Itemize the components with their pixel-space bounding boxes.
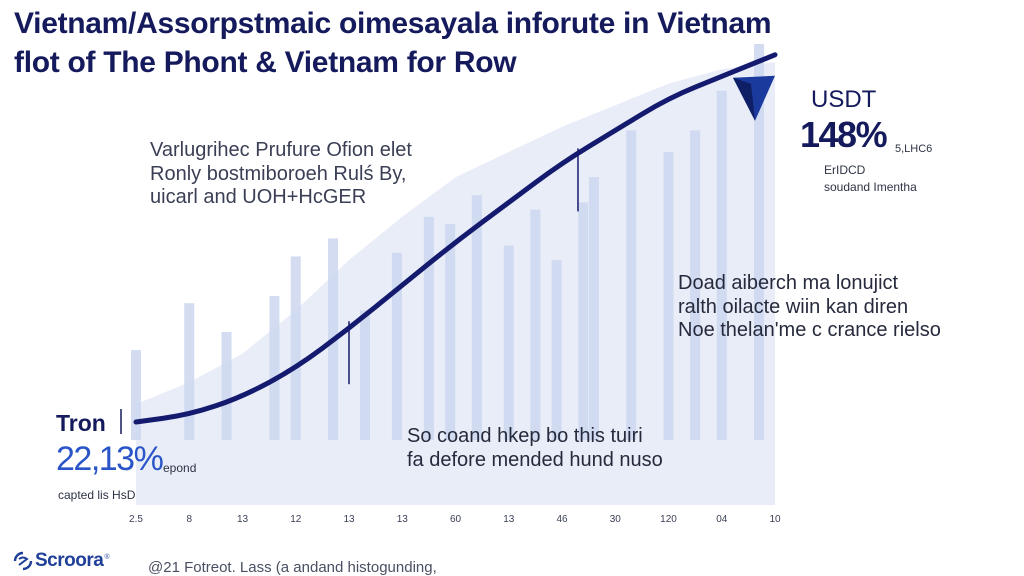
x-tick-label: 10 (769, 514, 781, 525)
title-line-1: Vietnam/Assorpstmaic oimesayala inforute… (14, 7, 772, 40)
x-tick-label: 120 (660, 514, 677, 525)
chart-bar (471, 195, 482, 440)
chart-title: Vietnam/Assorpstmaic oimesayala inforute… (14, 4, 1014, 82)
x-tick-label: 2.5 (129, 514, 143, 525)
annotation-line: uicarl and UOH+HcGER (150, 186, 367, 209)
end-marker-unit: 5,LHC6 (895, 143, 933, 155)
chart-bar (663, 152, 674, 440)
x-tick-label: 12 (290, 514, 302, 525)
x-tick-label: 13 (343, 514, 355, 525)
x-tick-label: 8 (186, 514, 192, 525)
annotation-line: Doad aiberch ma lonujict (678, 272, 899, 294)
end-caption-line: ErIDCD (824, 163, 866, 177)
arrow-head-shade (733, 77, 755, 121)
x-tick-label: 13 (397, 514, 409, 525)
chart-bar (290, 256, 301, 440)
x-axis-ticks: 2.5 8 13 12 13 13 60 13 46 30 120 04 10 (129, 514, 781, 525)
x-tick-label: 46 (556, 514, 568, 525)
annotation-line: ralth oilacte wiin kan diren (678, 295, 909, 318)
x-tick-label: 60 (450, 514, 462, 525)
chart-bar (530, 209, 541, 440)
chart-bar (445, 224, 456, 440)
annotation-line: So coand hkep bo this tuiri (407, 425, 643, 447)
chart-bar (391, 252, 402, 440)
chart-bar (184, 303, 195, 440)
start-marker-value: 22,13% (56, 440, 164, 478)
annotation-middle-right: Doad aiberch ma lonujict ralth oilacte w… (678, 272, 941, 343)
chart-bar (690, 130, 701, 440)
annotation-line: Noe thelan'me c crance rielso (678, 319, 941, 342)
registered-mark: ® (104, 553, 110, 561)
chart-bar (503, 245, 514, 440)
end-marker-caption: ErIDCD soudand Imentha (824, 162, 917, 197)
end-caption-line: soudand Imentha (824, 180, 917, 195)
brand-logo: Scroora ® (12, 550, 109, 572)
brand-name: Scroora (35, 550, 104, 571)
x-tick-label: 04 (716, 514, 728, 525)
start-marker-caption: capted lis HsD (58, 488, 136, 502)
end-marker-value: 148% (800, 114, 888, 155)
x-tick-label: 30 (610, 514, 622, 525)
start-marker-name: Tron (56, 410, 106, 436)
chart-bar (131, 350, 141, 440)
chart-drop-lines (348, 148, 579, 385)
s-logo-icon (13, 551, 33, 571)
annotation-top-left: Varlugrihec Prufure Ofion elet Ronly bos… (150, 139, 412, 210)
annotation-line: Ronly bostmiboroeh Rulś By, (150, 162, 407, 185)
footer-text: @21 Fotreot. Lass (a andand histogunding… (148, 559, 437, 576)
start-marker-unit: epond (163, 461, 197, 475)
chart-bar (221, 332, 232, 440)
chart-bar (269, 296, 280, 440)
chart-bar (626, 130, 637, 440)
arrow-head-icon (733, 75, 775, 121)
chart-bar (551, 260, 562, 440)
chart-bar (716, 90, 727, 441)
chart-bar (588, 177, 599, 440)
chart-growth-line (133, 52, 778, 425)
x-tick-label: 13 (237, 514, 249, 525)
annotation-line: fa defore mended hund nuso (407, 448, 663, 471)
chart-bar (754, 44, 765, 440)
chart-bar (578, 202, 589, 440)
title-line-2: flot of The Phont & Vietnam for Row (14, 46, 517, 79)
annotation-line: Varlugrihec Prufure Ofion elet (150, 139, 412, 161)
annotation-bottom-center: So coand hkep bo this tuiri fa defore me… (407, 425, 663, 472)
chart-bar (359, 310, 370, 440)
chart-bar (423, 216, 434, 440)
x-tick-label: 13 (503, 514, 515, 525)
end-marker-name: USDT (811, 86, 877, 113)
